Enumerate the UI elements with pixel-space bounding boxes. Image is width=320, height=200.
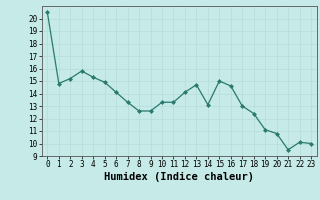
X-axis label: Humidex (Indice chaleur): Humidex (Indice chaleur) bbox=[104, 172, 254, 182]
